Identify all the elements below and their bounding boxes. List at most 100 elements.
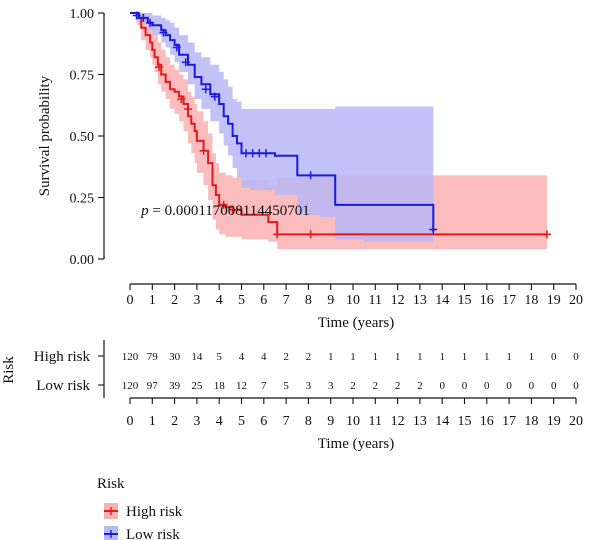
confidence-bands <box>130 13 547 257</box>
high-risk-legend-label: High risk <box>126 504 183 520</box>
low-risk-count: 0 <box>484 380 490 392</box>
x-axis-title: Time (years) <box>318 315 395 331</box>
y-axis-title: Survival probability <box>37 75 53 196</box>
high-risk-count: 1 <box>506 351 512 363</box>
low-risk-count: 7 <box>261 380 267 392</box>
high-risk-count: 0 <box>573 351 579 363</box>
high-risk-censor-mark <box>219 200 228 209</box>
y-tick-label: 0.25 <box>70 192 95 207</box>
high-risk-count: 79 <box>147 351 159 363</box>
low-risk-row-label: Low risk <box>36 378 90 394</box>
risk-table-x-title: Time (years) <box>318 436 395 452</box>
x-tick-label: 16 <box>480 293 494 308</box>
p-value-text: = 0.000117008114450701 <box>149 203 310 219</box>
legend-title: Risk <box>97 476 125 492</box>
low-risk-count: 2 <box>395 380 401 392</box>
risk-table-x-tick-label: 20 <box>569 414 583 429</box>
low-risk-count: 0 <box>529 380 535 392</box>
x-tick-label: 20 <box>569 293 583 308</box>
risk-table-x-tick-label: 6 <box>260 414 267 429</box>
risk-table-x-tick-label: 14 <box>435 414 449 429</box>
legend: Risk High risk Low risk <box>97 476 183 540</box>
y-tick-label: 0.75 <box>70 69 95 84</box>
low-risk-count: 2 <box>350 380 356 392</box>
low-risk-censor-mark <box>241 149 250 158</box>
high-risk-censor-mark <box>154 63 163 72</box>
high-risk-censor-mark <box>543 230 552 239</box>
risk-table-x-tick-label: 11 <box>369 414 382 429</box>
risk-table-title: Risk <box>1 356 17 384</box>
low-risk-count: 5 <box>283 380 289 392</box>
x-tick-label: 2 <box>171 293 178 308</box>
high-risk-count: 5 <box>216 351 222 363</box>
low-risk-count: 2 <box>373 380 379 392</box>
risk-table-x-tick-label: 9 <box>327 414 334 429</box>
risk-table-x-tick-label: 3 <box>193 414 200 429</box>
high-risk-censor-mark <box>228 205 237 214</box>
x-tick-label: 5 <box>238 293 245 308</box>
low-risk-censor-mark <box>429 225 438 234</box>
high-risk-count: 120 <box>122 351 139 363</box>
risk-table-x-tick-label: 18 <box>524 414 538 429</box>
high-risk-count: 1 <box>395 351 401 363</box>
high-risk-count: 1 <box>328 351 334 363</box>
low-risk-censor-mark <box>159 28 168 37</box>
high-risk-count: 2 <box>306 351 312 363</box>
risk-table-x-tick-label: 13 <box>413 414 427 429</box>
x-tick-label: 8 <box>305 293 312 308</box>
risk-table-x-tick-label: 2 <box>171 414 178 429</box>
low-risk-censor-mark <box>201 85 210 94</box>
low-risk-count: 0 <box>551 380 557 392</box>
risk-table-x-tick-label: 1 <box>149 414 156 429</box>
low-risk-count: 0 <box>439 380 445 392</box>
high-risk-count: 4 <box>261 351 267 363</box>
low-risk-censor-mark <box>210 92 219 101</box>
high-risk-count: 1 <box>462 351 468 363</box>
high-risk-count: 1 <box>529 351 535 363</box>
high-risk-ci-band <box>130 13 547 250</box>
high-risk-count: 2 <box>283 351 289 363</box>
risk-table-x-tick-label: 15 <box>458 414 472 429</box>
high-risk-count: 1 <box>373 351 379 363</box>
risk-table-x-tick-label: 12 <box>391 414 405 429</box>
risk-table-x-tick-label: 17 <box>502 414 516 429</box>
high-risk-legend-censor <box>107 507 115 515</box>
x-tick-label: 3 <box>193 293 200 308</box>
low-risk-count: 3 <box>328 380 334 392</box>
x-tick-label: 17 <box>502 293 516 308</box>
p-value-symbol: p <box>140 203 149 219</box>
x-tick-label: 14 <box>435 293 449 308</box>
low-risk-count: 3 <box>306 380 312 392</box>
low-risk-count: 2 <box>417 380 423 392</box>
x-tick-label: 13 <box>413 293 427 308</box>
low-risk-censor-mark <box>181 58 190 67</box>
high-risk-row-label: High risk <box>34 349 91 365</box>
high-risk-count: 1 <box>417 351 423 363</box>
high-risk-count: 1 <box>484 351 490 363</box>
low-risk-censor-mark <box>139 13 148 22</box>
x-tick-label: 9 <box>327 293 334 308</box>
y-tick-label: 1.00 <box>70 7 95 22</box>
low-risk-count: 0 <box>462 380 468 392</box>
low-risk-count: 120 <box>122 380 139 392</box>
high-risk-censor-mark <box>199 146 208 155</box>
low-risk-count: 0 <box>506 380 512 392</box>
x-tick-label: 6 <box>260 293 267 308</box>
low-risk-censor-mark <box>262 149 271 158</box>
high-risk-censor-mark <box>273 230 282 239</box>
risk-table-x-tick-label: 8 <box>305 414 312 429</box>
low-risk-ci-band <box>130 13 434 257</box>
x-tick-label: 7 <box>283 293 290 308</box>
low-risk-survival-line <box>130 12 435 232</box>
risk-table-x-tick-label: 4 <box>216 414 223 429</box>
low-risk-count: 0 <box>573 380 579 392</box>
x-tick-label: 11 <box>369 293 382 308</box>
high-risk-censor-mark <box>306 230 315 239</box>
high-risk-count: 1 <box>350 351 356 363</box>
p-value-annotation: p = 0.000117008114450701 <box>140 203 310 219</box>
risk-table-x-tick-label: 0 <box>127 414 134 429</box>
legend-items: High risk Low risk <box>104 503 183 540</box>
low-risk-censor-mark <box>172 43 181 52</box>
